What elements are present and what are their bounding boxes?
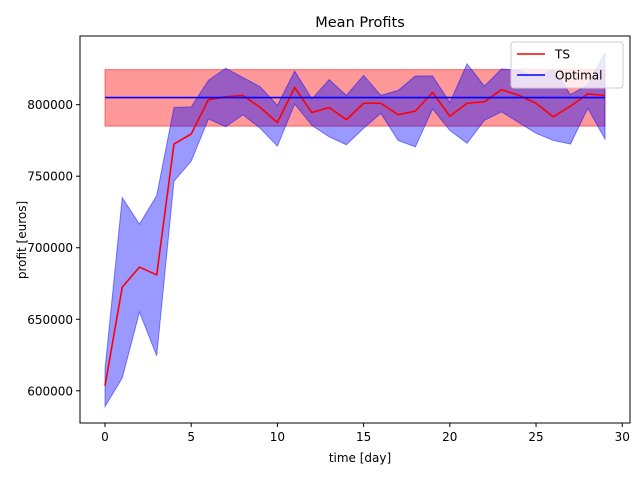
y-tick-label: 700000 (27, 241, 73, 255)
x-tick-label: 25 (528, 430, 543, 444)
legend-label-ts: TS (554, 48, 570, 62)
y-axis-label: profit [euros] (15, 201, 29, 279)
x-tick-label: 20 (442, 430, 457, 444)
chart-title: Mean Profits (315, 15, 405, 31)
x-tick-label: 10 (270, 430, 285, 444)
y-tick-label: 650000 (27, 313, 73, 327)
legend: TS Optimal (511, 42, 623, 88)
y-tick-label: 800000 (27, 98, 73, 112)
legend-label-optimal: Optimal (555, 69, 602, 83)
y-tick-label: 750000 (27, 170, 73, 184)
x-tick-label: 15 (356, 430, 371, 444)
x-axis-label: time [day] (329, 451, 391, 465)
x-tick-label: 30 (615, 430, 630, 444)
x-tick-label: 0 (101, 430, 109, 444)
y-tick-label: 600000 (27, 384, 73, 398)
x-tick-label: 5 (187, 430, 195, 444)
